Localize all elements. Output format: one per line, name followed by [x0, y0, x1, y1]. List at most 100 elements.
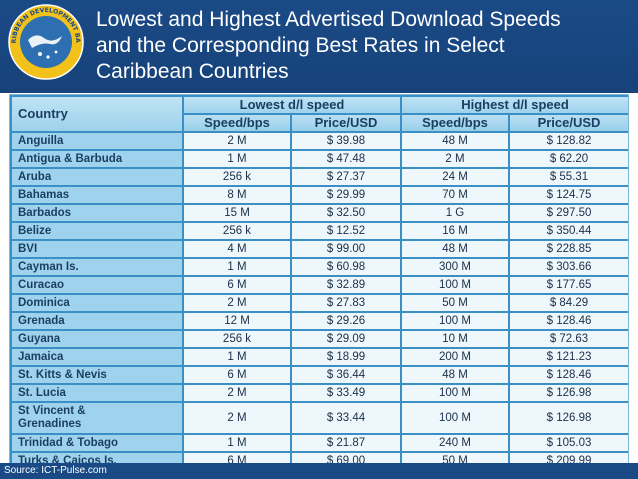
- country-cell: Barbados: [12, 205, 182, 221]
- country-cell: Antigua & Barbuda: [12, 151, 182, 167]
- highest-speed-header: Highest d/l speed: [402, 97, 629, 113]
- table-row: Aruba 256 k $ 27.37 24 M $ 55.31: [12, 169, 629, 185]
- low-speed-cell: 256 k: [184, 223, 290, 239]
- low-price-cell: $ 39.98: [292, 133, 400, 149]
- high-price-cell: $ 128.82: [510, 133, 629, 149]
- country-cell: Belize: [12, 223, 182, 239]
- high-price-cell: $ 297.50: [510, 205, 629, 221]
- caribbean-development-bank-logo: CARIBBEAN DEVELOPMENT BANK: [6, 2, 84, 80]
- low-price-subheader: Price/USD: [292, 115, 400, 131]
- high-price-cell: $ 177.65: [510, 277, 629, 293]
- low-price-cell: $ 36.44: [292, 367, 400, 383]
- high-price-cell: $ 72.63: [510, 331, 629, 347]
- low-speed-cell: 1 M: [184, 151, 290, 167]
- table-row: Antigua & Barbuda 1 M $ 47.48 2 M $ 62.2…: [12, 151, 629, 167]
- table-row: St. Lucia 2 M $ 33.49 100 M $ 126.98: [12, 385, 629, 401]
- low-price-cell: $ 18.99: [292, 349, 400, 365]
- high-price-cell: $ 126.98: [510, 403, 629, 433]
- high-price-cell: $ 303.66: [510, 259, 629, 275]
- low-price-cell: $ 32.89: [292, 277, 400, 293]
- country-cell: BVI: [12, 241, 182, 257]
- high-speed-cell: 240 M: [402, 435, 508, 451]
- country-cell: Trinidad & Tobago: [12, 435, 182, 451]
- high-speed-cell: 48 M: [402, 241, 508, 257]
- country-cell: Guyana: [12, 331, 182, 347]
- country-cell: Anguilla: [12, 133, 182, 149]
- low-price-cell: $ 99.00: [292, 241, 400, 257]
- table-row: Bahamas 8 M $ 29.99 70 M $ 124.75: [12, 187, 629, 203]
- low-speed-cell: 1 M: [184, 349, 290, 365]
- high-speed-cell: 1 G: [402, 205, 508, 221]
- low-price-cell: $ 32.50: [292, 205, 400, 221]
- low-speed-cell: 1 M: [184, 259, 290, 275]
- high-price-cell: $ 228.85: [510, 241, 629, 257]
- low-price-cell: $ 29.26: [292, 313, 400, 329]
- low-price-cell: $ 27.83: [292, 295, 400, 311]
- high-price-cell: $ 62.20: [510, 151, 629, 167]
- high-speed-cell: 16 M: [402, 223, 508, 239]
- country-cell: Curacao: [12, 277, 182, 293]
- high-price-cell: $ 126.98: [510, 385, 629, 401]
- table-row: Belize 256 k $ 12.52 16 M $ 350.44: [12, 223, 629, 239]
- low-speed-cell: 2 M: [184, 295, 290, 311]
- low-speed-subheader: Speed/bps: [184, 115, 290, 131]
- high-price-cell: $ 128.46: [510, 367, 629, 383]
- low-price-cell: $ 29.99: [292, 187, 400, 203]
- table-row: Guyana 256 k $ 29.09 10 M $ 72.63: [12, 331, 629, 347]
- low-price-cell: $ 60.98: [292, 259, 400, 275]
- table-header-row: Country Lowest d/l speed Highest d/l spe…: [12, 97, 629, 131]
- table-row: Barbados 15 M $ 32.50 1 G $ 297.50: [12, 205, 629, 221]
- high-price-cell: $ 128.46: [510, 313, 629, 329]
- low-price-cell: $ 33.49: [292, 385, 400, 401]
- table-row: St. Kitts & Nevis 6 M $ 36.44 48 M $ 128…: [12, 367, 629, 383]
- country-cell: Bahamas: [12, 187, 182, 203]
- title-banner: CARIBBEAN DEVELOPMENT BANK Lowest and Hi…: [0, 0, 638, 93]
- country-cell: Dominica: [12, 295, 182, 311]
- title-line-3: Caribbean Countries: [96, 60, 289, 83]
- country-cell: St. Kitts & Nevis: [12, 367, 182, 383]
- low-price-cell: $ 47.48: [292, 151, 400, 167]
- low-speed-cell: 15 M: [184, 205, 290, 221]
- low-speed-cell: 256 k: [184, 169, 290, 185]
- download-rates-table: Country Lowest d/l speed Highest d/l spe…: [10, 95, 630, 471]
- rates-table-container: Country Lowest d/l speed Highest d/l spe…: [9, 94, 629, 469]
- table-row: Trinidad & Tobago 1 M $ 21.87 240 M $ 10…: [12, 435, 629, 451]
- high-speed-cell: 10 M: [402, 331, 508, 347]
- country-cell: Cayman Is.: [12, 259, 182, 275]
- low-price-cell: $ 29.09: [292, 331, 400, 347]
- lowest-speed-header: Lowest d/l speed: [184, 97, 400, 113]
- country-column-header: Country: [12, 97, 182, 131]
- high-price-subheader: Price/USD: [510, 115, 629, 131]
- country-cell: Jamaica: [12, 349, 182, 365]
- high-speed-cell: 2 M: [402, 151, 508, 167]
- high-price-cell: $ 55.31: [510, 169, 629, 185]
- high-price-cell: $ 124.75: [510, 187, 629, 203]
- table-row: Anguilla 2 M $ 39.98 48 M $ 128.82: [12, 133, 629, 149]
- high-speed-cell: 48 M: [402, 133, 508, 149]
- low-speed-cell: 12 M: [184, 313, 290, 329]
- table-row: Dominica 2 M $ 27.83 50 M $ 84.29: [12, 295, 629, 311]
- country-cell: St. Lucia: [12, 385, 182, 401]
- high-speed-cell: 300 M: [402, 259, 508, 275]
- low-price-cell: $ 33.44: [292, 403, 400, 433]
- table-row: Grenada 12 M $ 29.26 100 M $ 128.46: [12, 313, 629, 329]
- high-speed-cell: 24 M: [402, 169, 508, 185]
- table-row: BVI 4 M $ 99.00 48 M $ 228.85: [12, 241, 629, 257]
- title-line-2: and the Corresponding Best Rates in Sele…: [96, 34, 505, 57]
- low-speed-cell: 1 M: [184, 435, 290, 451]
- country-cell-line-2: Grenadines: [18, 418, 82, 430]
- high-speed-cell: 100 M: [402, 403, 508, 433]
- source-footer: Source: ICT-Pulse.com: [0, 463, 638, 479]
- low-speed-cell: 2 M: [184, 385, 290, 401]
- high-speed-cell: 200 M: [402, 349, 508, 365]
- country-cell: St Vincent & Grenadines: [12, 403, 182, 433]
- high-price-cell: $ 350.44: [510, 223, 629, 239]
- table-row: Cayman Is. 1 M $ 60.98 300 M $ 303.66: [12, 259, 629, 275]
- low-speed-cell: 4 M: [184, 241, 290, 257]
- high-speed-cell: 70 M: [402, 187, 508, 203]
- table-row: Curacao 6 M $ 32.89 100 M $ 177.65: [12, 277, 629, 293]
- high-speed-cell: 48 M: [402, 367, 508, 383]
- low-speed-cell: 6 M: [184, 277, 290, 293]
- high-speed-cell: 100 M: [402, 277, 508, 293]
- high-price-cell: $ 105.03: [510, 435, 629, 451]
